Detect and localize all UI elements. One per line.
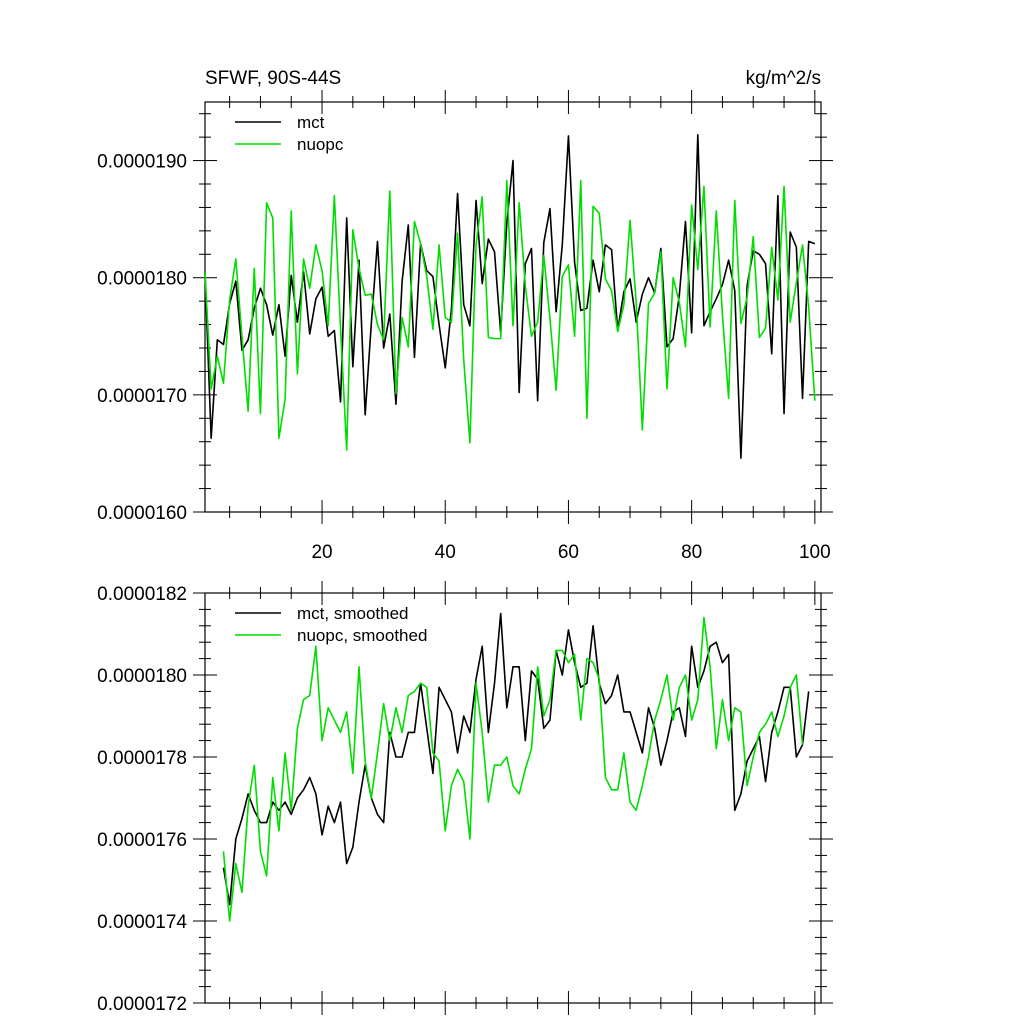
bottom-ytick-label: 0.0000178 [97,748,187,769]
top-ytick-label: 0.0000190 [97,152,187,173]
bottom-legend-label-mct: mct, smoothed [297,604,409,623]
top-legend-label-mct: mct [297,113,325,132]
bottom-ticks [193,581,833,1015]
top-series-line-mct [204,134,816,459]
bottom-legend-label-nuopc: nuopc, smoothed [297,626,427,645]
bottom-series-line-mct [222,612,810,906]
top-ticks [193,90,833,524]
top-series-line-nuopc [204,179,816,451]
bottom-ytick-label: 0.0000176 [97,830,187,851]
top-plot-frame [204,101,822,513]
top-xtick-label: 20 [311,542,332,563]
bottom-panel: 0.0000172 0.0000174 0.0000176 0.0000178 0.00… [97,581,833,1015]
bottom-ytick-label: 0.0000180 [97,666,187,687]
bottom-ytick-label: 0.0000174 [97,912,187,933]
top-chart-title: SFWF, 90S-44S [205,68,341,89]
top-legend-label-nuopc: nuopc [297,135,344,154]
top-panel: 0.0000160 0.0000170 0.0000180 0.0000190 20 40… [97,68,833,563]
top-legend: mct nuopc [235,113,344,154]
bottom-ytick-label: 0.0000182 [97,584,187,605]
top-xtick-label: 60 [558,542,579,563]
top-ytick-label: 0.0000170 [97,386,187,407]
bottom-ytick-label: 0.0000172 [97,994,187,1015]
top-xtick-label: 100 [799,542,831,563]
top-xtick-label: 80 [681,542,702,563]
bottom-legend: mct, smoothed nuopc, smoothed [235,604,427,645]
bottom-series-line-nuopc [222,616,804,922]
top-xtick-label: 40 [435,542,456,563]
top-chart-units: kg/m^2/s [746,68,821,89]
top-ytick-label: 0.0000180 [97,269,187,290]
top-ytick-label: 0.0000160 [97,503,187,524]
bottom-plot-frame [204,592,822,1004]
